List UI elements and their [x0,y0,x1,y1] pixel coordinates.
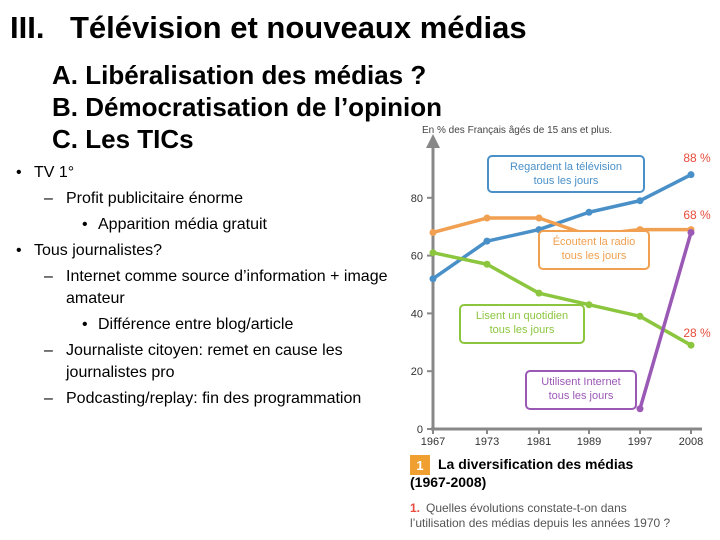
y-axis-arrow [426,134,440,148]
bullet-item: – Journaliste citoyen: remet en cause les… [14,340,394,384]
data-point [429,228,437,236]
series-label-box [459,304,585,344]
caption-badge [410,455,430,475]
caption-title: La diversification des médias [438,456,634,472]
bullet-marker: – [44,268,53,285]
series-line [432,216,691,238]
caption-badge-number: 1 [416,458,423,473]
data-point [636,405,644,413]
bullet-item: • Apparition média gratuit [14,214,394,236]
bullet-item: • Tous journalistes? [14,240,394,262]
bullet-text: TV 1° [34,164,75,181]
series-label: tous les jours [549,390,614,402]
y-tick-label: 20 [411,366,423,378]
bullet-marker: • [16,242,22,259]
chart-header-note: En % des Français âgés de 15 ans et plus… [422,125,612,136]
series-end-label: 68 % [683,208,711,222]
y-tick-label: 0 [417,424,423,436]
x-tick-label: 1981 [527,436,551,448]
subtitle-b: B. Démocratisation de l’opinion [52,92,443,122]
data-point [687,171,695,179]
data-point [636,312,644,320]
bullet-marker: • [16,164,22,181]
bullet-list: • TV 1° – Profit publicitaire énorme • Appari… [14,162,394,414]
x-tick-label: 1989 [577,436,601,448]
bullet-marker: – [44,390,53,407]
bullet-item: • Différence entre blog/article [14,314,394,336]
data-point [483,214,491,222]
data-point [535,289,543,297]
data-point [687,228,695,236]
bullet-marker: • [82,216,88,233]
series-label: tous les jours [562,250,627,262]
bullet-marker: • [82,316,88,333]
bullet-text: Journaliste citoyen: remet en cause les … [66,342,343,381]
series-label: Utilisent Internet [541,376,620,388]
caption-title: (1967-2008) [410,474,486,490]
subtitle-a: A. Libéralisation des médias ? [52,60,427,90]
caption-question: Quelles évolutions constate-t-on dans [426,501,627,515]
data-point [687,341,695,349]
subtitle-c: C. Les TICs [52,124,194,154]
data-point [585,301,593,309]
bullet-marker: – [44,342,53,359]
y-tick-label: 40 [411,308,423,320]
bullet-marker: – [44,190,53,207]
x-tick-label: 1967 [421,436,445,448]
series-end-label: 28 % [683,326,711,340]
data-point [636,197,644,205]
series-end-label: 88 % [683,151,711,165]
x-tick-label: 2008 [679,436,703,448]
bullet-text: Podcasting/replay: fin des programmation [66,390,362,407]
series-label: tous les jours [490,324,555,336]
series-label-box [525,370,637,410]
y-tick-label: 60 [411,251,423,263]
bullet-item: – Profit publicitaire énorme [14,188,394,210]
series-label: Écoutent la radio [553,235,636,248]
data-point [535,214,543,222]
bullet-text: Tous journalistes? [34,242,163,259]
x-tick-label: 1973 [475,436,499,448]
series-line [638,231,693,410]
series-label: tous les jours [534,175,599,187]
data-point [429,275,437,283]
data-point [429,249,437,257]
slide-title-text: Télévision et nouveaux médias [70,10,527,45]
caption-question: l’utilisation des médias depuis les anné… [410,516,670,530]
data-point [483,237,491,245]
data-point [585,208,593,216]
y-tick-label: 80 [411,193,423,205]
series-label: Regardent la télévision [510,161,622,173]
bullet-item: • TV 1° [14,162,394,184]
line-chart: En % des Français âgés de 15 ans et plus… [410,125,711,530]
bullet-text: Internet comme source d’information + im… [66,268,388,307]
slide-title-number: III. [10,10,45,45]
caption-question-number: 1. [410,501,420,515]
series-line [432,250,692,347]
x-tick-label: 1997 [628,436,652,448]
series-line [432,173,692,281]
bullet-text: Profit publicitaire énorme [66,190,243,207]
series-label-box [487,155,645,193]
bullet-text: Apparition média gratuit [98,216,267,233]
data-point [483,260,491,268]
series-label-box [538,230,650,270]
slide-title: III. Télévision et nouveaux médias [10,10,527,46]
series-label: Lisent un quotidien [476,310,568,322]
bullet-item: – Podcasting/replay: fin des programmatio… [14,388,394,410]
bullet-item: – Internet comme source d’information + i… [14,266,394,310]
bullet-text: Différence entre blog/article [98,316,294,333]
